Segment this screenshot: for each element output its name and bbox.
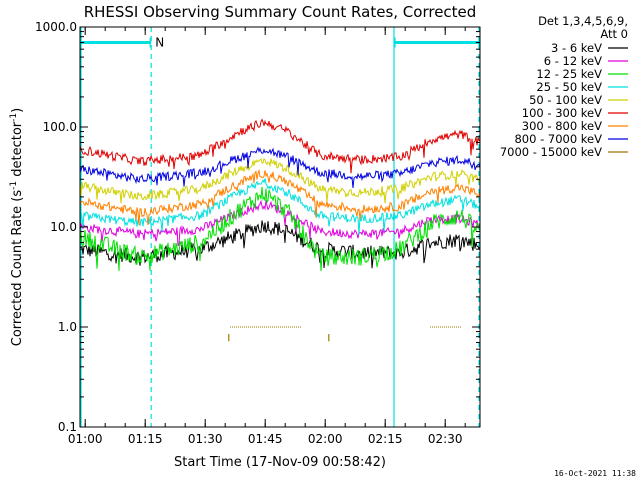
x-tick-label: 01:45 (248, 432, 283, 446)
x-axis-label: Start Time (17-Nov-09 00:58:42) (174, 455, 386, 470)
series-line-6 (79, 168, 481, 226)
legend-label: 3 - 6 keV (551, 41, 602, 55)
x-tick-label: 01:00 (68, 432, 103, 446)
legend-label: 300 - 800 keV (522, 119, 602, 133)
y-axis: 1000.0 100.0 10.0 1.0 0.1 (35, 20, 480, 434)
series-line-7 (79, 146, 481, 189)
legend-label: 7000 - 15000 keV (500, 145, 602, 159)
y-axis-label-mid: detector (10, 121, 25, 181)
legend-header-line1: Det 1,3,4,5,6,9, (538, 14, 628, 28)
chart-title: RHESSI Observing Summary Count Rates, Co… (84, 3, 477, 21)
y-axis-label: Corrected Count Rate (s-1 detector-1) (9, 108, 25, 346)
x-axis: 01:00 01:15 01:30 01:45 02:00 02:15 02:30 (68, 27, 466, 446)
legend-label: 25 - 50 keV (536, 80, 602, 94)
legend-label: 800 - 7000 keV (514, 132, 602, 146)
y-axis-label-prefix: Corrected Count Rate (s (10, 190, 25, 347)
legend-label: 50 - 100 keV (529, 93, 602, 107)
legend-label: 100 - 300 keV (522, 106, 602, 120)
y-tick-label: 0.1 (58, 420, 77, 434)
y-axis-label-sup1: -1 (9, 181, 19, 190)
y-tick-label: 1.0 (58, 320, 77, 334)
x-tick-label: 01:15 (128, 432, 163, 446)
y-tick-label: 10.0 (50, 220, 77, 234)
x-tick-label: 02:15 (368, 432, 403, 446)
series-lines (79, 118, 481, 342)
night-markers: N (80, 27, 480, 427)
series-line-4 (79, 157, 481, 204)
series-line-5 (79, 118, 481, 174)
series-line-2 (79, 186, 481, 272)
legend-label: 6 - 12 keV (544, 54, 602, 68)
x-tick-label: 02:30 (428, 432, 463, 446)
night-marker-label: N (155, 35, 164, 49)
series-line-3 (79, 178, 481, 235)
x-tick-label: 01:30 (188, 432, 223, 446)
legend-label: 12 - 25 keV (536, 67, 602, 81)
y-tick-label: 1000.0 (35, 20, 77, 34)
y-axis-label-sup2: -1 (9, 113, 19, 122)
y-tick-label: 100.0 (43, 120, 77, 134)
series-line-1 (79, 199, 481, 247)
y-axis-label-suffix: ) (10, 108, 25, 113)
legend-header-line2: Att 0 (600, 27, 628, 41)
x-tick-label: 02:00 (308, 432, 343, 446)
timestamp-stamp: 16-Oct-2021 11:38 (554, 469, 636, 478)
